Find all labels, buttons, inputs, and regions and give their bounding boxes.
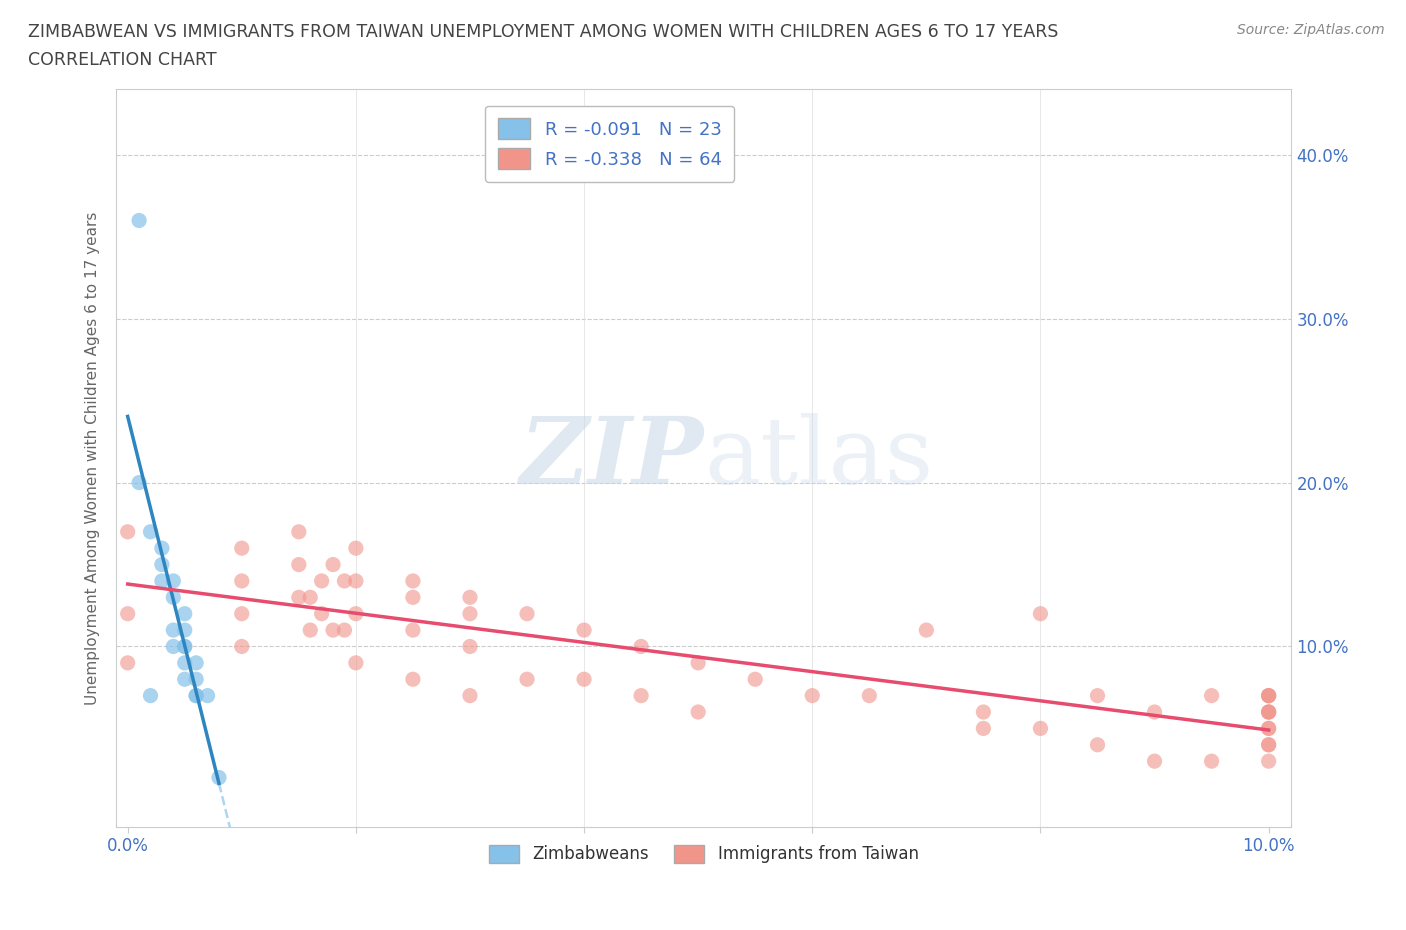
Point xyxy=(1257,705,1279,720)
Point xyxy=(402,671,425,686)
Point xyxy=(744,671,766,686)
Point xyxy=(1257,721,1279,736)
Text: atlas: atlas xyxy=(704,413,934,503)
Point xyxy=(572,623,595,638)
Point xyxy=(333,574,356,589)
Point xyxy=(162,574,184,589)
Point xyxy=(1143,753,1166,768)
Point xyxy=(458,688,481,703)
Point xyxy=(208,770,231,785)
Point xyxy=(516,671,538,686)
Point xyxy=(322,623,344,638)
Point xyxy=(344,574,367,589)
Point xyxy=(688,656,710,671)
Point xyxy=(173,639,195,654)
Point xyxy=(344,606,367,621)
Point xyxy=(173,639,195,654)
Point xyxy=(231,606,253,621)
Point xyxy=(150,574,173,589)
Point xyxy=(458,639,481,654)
Point xyxy=(117,606,139,621)
Point xyxy=(162,590,184,604)
Point xyxy=(1257,705,1279,720)
Point xyxy=(1257,737,1279,752)
Point xyxy=(231,574,253,589)
Point xyxy=(186,688,208,703)
Point xyxy=(288,590,311,604)
Point xyxy=(311,606,333,621)
Point xyxy=(139,688,162,703)
Point xyxy=(322,557,344,572)
Point xyxy=(231,639,253,654)
Point xyxy=(572,671,595,686)
Point xyxy=(162,623,184,638)
Point xyxy=(915,623,938,638)
Point xyxy=(1257,688,1279,703)
Point xyxy=(458,590,481,604)
Y-axis label: Unemployment Among Women with Children Ages 6 to 17 years: Unemployment Among Women with Children A… xyxy=(86,211,100,705)
Point xyxy=(1257,721,1279,736)
Point xyxy=(117,525,139,539)
Point xyxy=(173,656,195,671)
Point xyxy=(1029,606,1052,621)
Point xyxy=(1257,688,1279,703)
Point xyxy=(801,688,824,703)
Point xyxy=(299,623,322,638)
Point xyxy=(1029,721,1052,736)
Point xyxy=(858,688,880,703)
Point xyxy=(402,574,425,589)
Point xyxy=(1257,753,1279,768)
Point xyxy=(311,574,333,589)
Point xyxy=(402,623,425,638)
Text: ZIMBABWEAN VS IMMIGRANTS FROM TAIWAN UNEMPLOYMENT AMONG WOMEN WITH CHILDREN AGES: ZIMBABWEAN VS IMMIGRANTS FROM TAIWAN UNE… xyxy=(28,23,1059,41)
Point xyxy=(139,525,162,539)
Point xyxy=(344,656,367,671)
Point xyxy=(972,705,994,720)
Point xyxy=(402,590,425,604)
Point xyxy=(173,623,195,638)
Point xyxy=(128,475,150,490)
Point xyxy=(288,557,311,572)
Point xyxy=(516,606,538,621)
Point xyxy=(231,540,253,555)
Point xyxy=(458,606,481,621)
Point xyxy=(197,688,219,703)
Point xyxy=(630,639,652,654)
Text: Source: ZipAtlas.com: Source: ZipAtlas.com xyxy=(1237,23,1385,37)
Point xyxy=(1257,705,1279,720)
Point xyxy=(128,213,150,228)
Point xyxy=(1143,705,1166,720)
Legend: Zimbabweans, Immigrants from Taiwan: Zimbabweans, Immigrants from Taiwan xyxy=(482,838,925,870)
Point xyxy=(186,688,208,703)
Point xyxy=(173,606,195,621)
Point xyxy=(288,525,311,539)
Point xyxy=(186,671,208,686)
Point xyxy=(150,540,173,555)
Point xyxy=(688,705,710,720)
Point xyxy=(1087,737,1109,752)
Text: CORRELATION CHART: CORRELATION CHART xyxy=(28,51,217,69)
Point xyxy=(1087,688,1109,703)
Point xyxy=(162,639,184,654)
Point xyxy=(1257,688,1279,703)
Point xyxy=(186,656,208,671)
Point xyxy=(117,656,139,671)
Point xyxy=(972,721,994,736)
Text: ZIP: ZIP xyxy=(520,413,704,503)
Point xyxy=(1201,753,1223,768)
Point xyxy=(344,540,367,555)
Point xyxy=(630,688,652,703)
Point xyxy=(333,623,356,638)
Point xyxy=(299,590,322,604)
Point xyxy=(150,557,173,572)
Point xyxy=(1257,737,1279,752)
Point xyxy=(1201,688,1223,703)
Point xyxy=(173,671,195,686)
